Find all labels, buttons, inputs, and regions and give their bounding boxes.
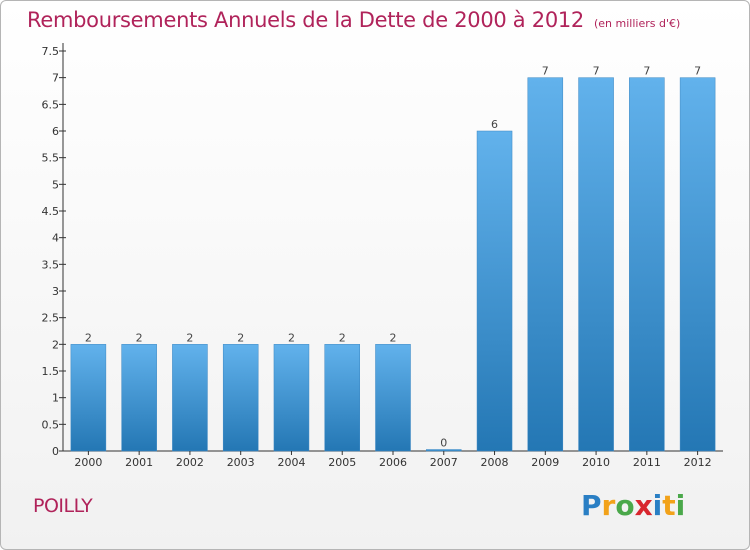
bar — [172, 344, 208, 452]
logo-letter: i — [675, 489, 686, 522]
data-label: 7 — [593, 65, 600, 78]
x-tick-label: 2001 — [125, 456, 153, 469]
y-tick-label: 4.5 — [42, 205, 60, 218]
y-tick-label: 3.5 — [42, 258, 60, 271]
y-tick-label: 0.5 — [42, 418, 60, 431]
bar — [273, 344, 310, 452]
chart-subtitle: (en milliers d'€) — [594, 17, 681, 30]
y-tick-label: 2 — [52, 338, 59, 351]
y-tick-label: 7.5 — [42, 45, 60, 58]
x-tick-label: 2012 — [684, 456, 712, 469]
chart-title: Remboursements Annuels de la Dette de 20… — [27, 8, 680, 32]
x-tick-label: 2003 — [227, 456, 255, 469]
bar — [121, 344, 157, 452]
data-label: 2 — [237, 331, 244, 344]
y-tick-label: 1.5 — [42, 365, 60, 378]
logo-letter: P — [581, 489, 602, 522]
bar — [527, 77, 564, 452]
logo-letter: x — [634, 489, 653, 522]
bar — [426, 449, 462, 452]
bar — [375, 344, 411, 452]
x-tick-label: 2000 — [74, 456, 102, 469]
bar — [629, 77, 665, 452]
y-tick-label: 4 — [52, 232, 59, 245]
y-tick-label: 5.5 — [42, 152, 60, 165]
data-label: 7 — [542, 65, 549, 78]
x-tick-label: 2011 — [633, 456, 661, 469]
data-label: 2 — [136, 331, 143, 344]
bar — [679, 77, 716, 452]
data-label: 2 — [339, 331, 346, 344]
data-label: 7 — [694, 65, 701, 78]
data-label: 2 — [85, 331, 92, 344]
x-tick-label: 2002 — [176, 456, 204, 469]
logo-letter: t — [662, 489, 676, 522]
logo-letter: o — [615, 489, 635, 522]
bar — [476, 130, 513, 452]
bar — [222, 344, 259, 452]
commune-name: POILLY — [33, 495, 93, 517]
x-tick-label: 2006 — [379, 456, 407, 469]
y-tick-label: 3 — [52, 285, 59, 298]
x-tick-label: 2005 — [328, 456, 356, 469]
y-tick-label: 0 — [52, 445, 59, 458]
data-label: 2 — [288, 331, 295, 344]
x-tick-label: 2004 — [277, 456, 305, 469]
y-tick-label: 6.5 — [42, 98, 60, 111]
data-label: 7 — [643, 65, 650, 78]
x-tick-label: 2007 — [430, 456, 458, 469]
x-tick-label: 2009 — [531, 456, 559, 469]
bar — [324, 344, 360, 452]
y-tick-label: 7 — [52, 72, 59, 85]
y-tick-label: 1 — [52, 392, 59, 405]
y-tick-label: 6 — [52, 125, 59, 138]
y-tick-label: 5 — [52, 178, 59, 191]
bar — [578, 77, 614, 452]
x-tick-label: 2010 — [582, 456, 610, 469]
bar — [70, 344, 107, 452]
chart-title-text: Remboursements Annuels de la Dette de 20… — [27, 8, 584, 32]
logo-letter: r — [601, 489, 616, 522]
logo-letter: i — [652, 489, 663, 522]
data-label: 6 — [491, 118, 498, 131]
data-label: 0 — [440, 437, 447, 450]
proxiti-logo: Proxiti — [581, 489, 685, 522]
y-tick-label: 2.5 — [42, 312, 60, 325]
data-label: 2 — [390, 331, 397, 344]
x-tick-label: 2008 — [481, 456, 509, 469]
data-label: 2 — [186, 331, 193, 344]
